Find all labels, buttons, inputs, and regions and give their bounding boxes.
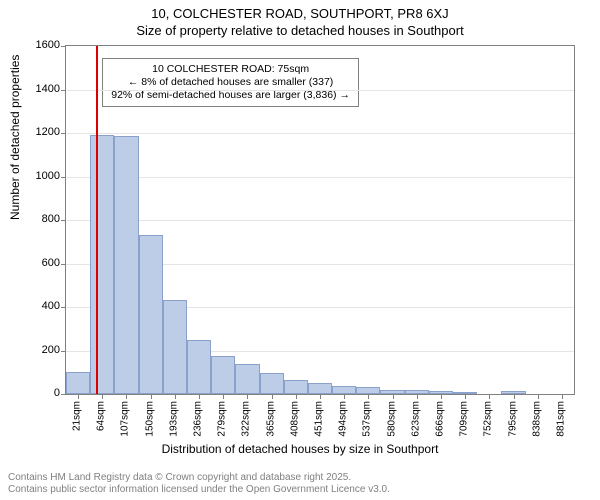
x-tick-mark bbox=[102, 394, 103, 399]
x-tick-mark bbox=[417, 394, 418, 399]
gridline bbox=[66, 177, 574, 178]
y-tick-label: 0 bbox=[20, 387, 60, 399]
x-tick-mark bbox=[562, 394, 563, 399]
x-tick-label: 236sqm bbox=[193, 401, 204, 437]
histogram-bar bbox=[235, 364, 259, 394]
callout-line-2: ← 8% of detached houses are smaller (337… bbox=[111, 76, 350, 89]
x-tick-mark bbox=[126, 394, 127, 399]
x-tick-label: 881sqm bbox=[555, 401, 566, 437]
y-tick-mark bbox=[61, 307, 66, 308]
callout-line-1: 10 COLCHESTER ROAD: 75sqm bbox=[111, 63, 350, 76]
x-tick-label: 193sqm bbox=[168, 401, 179, 437]
x-tick-label: 64sqm bbox=[96, 401, 107, 431]
y-tick-label: 200 bbox=[20, 344, 60, 356]
footer-line-2: Contains public sector information licen… bbox=[8, 484, 390, 496]
y-tick-label: 1600 bbox=[20, 39, 60, 51]
footer-line-1: Contains HM Land Registry data © Crown c… bbox=[8, 472, 390, 484]
x-tick-label: 838sqm bbox=[531, 401, 542, 437]
x-tick-label: 21sqm bbox=[72, 401, 83, 431]
x-tick-mark bbox=[320, 394, 321, 399]
x-tick-label: 365sqm bbox=[265, 401, 276, 437]
histogram-bar bbox=[90, 135, 114, 394]
callout-line-3: 92% of semi-detached houses are larger (… bbox=[111, 89, 350, 102]
chart-container: 10, COLCHESTER ROAD, SOUTHPORT, PR8 6XJ … bbox=[0, 0, 600, 500]
x-tick-mark bbox=[78, 394, 79, 399]
x-tick-label: 150sqm bbox=[144, 401, 155, 437]
x-tick-label: 666sqm bbox=[434, 401, 445, 437]
y-tick-mark bbox=[61, 351, 66, 352]
histogram-bar bbox=[260, 373, 284, 394]
histogram-bar bbox=[332, 386, 356, 394]
histogram-bar bbox=[114, 136, 138, 394]
y-tick-label: 1400 bbox=[20, 83, 60, 95]
x-tick-mark bbox=[489, 394, 490, 399]
x-tick-label: 580sqm bbox=[386, 401, 397, 437]
x-axis-label: Distribution of detached houses by size … bbox=[0, 442, 600, 456]
x-tick-mark bbox=[393, 394, 394, 399]
x-tick-mark bbox=[538, 394, 539, 399]
reference-marker-line bbox=[96, 46, 98, 394]
histogram-bar bbox=[284, 380, 308, 394]
y-tick-mark bbox=[61, 264, 66, 265]
x-tick-label: 322sqm bbox=[241, 401, 252, 437]
histogram-bar bbox=[187, 340, 211, 394]
x-tick-label: 279sqm bbox=[217, 401, 228, 437]
y-tick-mark bbox=[61, 90, 66, 91]
x-tick-mark bbox=[344, 394, 345, 399]
x-tick-mark bbox=[199, 394, 200, 399]
y-tick-mark bbox=[61, 133, 66, 134]
title-block: 10, COLCHESTER ROAD, SOUTHPORT, PR8 6XJ … bbox=[0, 0, 600, 40]
x-tick-mark bbox=[272, 394, 273, 399]
y-tick-mark bbox=[61, 220, 66, 221]
x-tick-label: 451sqm bbox=[314, 401, 325, 437]
y-tick-label: 600 bbox=[20, 257, 60, 269]
x-tick-label: 537sqm bbox=[362, 401, 373, 437]
histogram-bar bbox=[308, 383, 332, 394]
y-tick-label: 400 bbox=[20, 300, 60, 312]
title-line-1: 10, COLCHESTER ROAD, SOUTHPORT, PR8 6XJ bbox=[0, 6, 600, 23]
x-tick-mark bbox=[247, 394, 248, 399]
x-tick-mark bbox=[151, 394, 152, 399]
x-tick-label: 752sqm bbox=[483, 401, 494, 437]
histogram-bar bbox=[211, 356, 235, 394]
x-tick-label: 408sqm bbox=[289, 401, 300, 437]
title-line-2: Size of property relative to detached ho… bbox=[0, 23, 600, 40]
attribution-footer: Contains HM Land Registry data © Crown c… bbox=[8, 472, 390, 496]
x-tick-label: 107sqm bbox=[120, 401, 131, 437]
x-tick-label: 623sqm bbox=[410, 401, 421, 437]
y-tick-label: 1000 bbox=[20, 170, 60, 182]
x-tick-mark bbox=[368, 394, 369, 399]
x-tick-label: 709sqm bbox=[459, 401, 470, 437]
histogram-bar bbox=[66, 372, 90, 394]
histogram-bar bbox=[139, 235, 163, 394]
x-tick-mark bbox=[441, 394, 442, 399]
x-tick-mark bbox=[465, 394, 466, 399]
annotation-callout: 10 COLCHESTER ROAD: 75sqm ← 8% of detach… bbox=[102, 58, 359, 107]
gridline bbox=[66, 133, 574, 134]
y-tick-label: 800 bbox=[20, 213, 60, 225]
x-tick-mark bbox=[296, 394, 297, 399]
x-tick-mark bbox=[223, 394, 224, 399]
gridline bbox=[66, 90, 574, 91]
x-tick-mark bbox=[514, 394, 515, 399]
histogram-bar bbox=[163, 300, 187, 394]
x-tick-label: 795sqm bbox=[507, 401, 518, 437]
y-tick-mark bbox=[61, 394, 66, 395]
gridline bbox=[66, 220, 574, 221]
y-tick-mark bbox=[61, 177, 66, 178]
x-tick-mark bbox=[175, 394, 176, 399]
y-tick-label: 1200 bbox=[20, 126, 60, 138]
x-tick-label: 494sqm bbox=[338, 401, 349, 437]
plot-area: 10 COLCHESTER ROAD: 75sqm ← 8% of detach… bbox=[65, 45, 575, 395]
y-tick-mark bbox=[61, 46, 66, 47]
